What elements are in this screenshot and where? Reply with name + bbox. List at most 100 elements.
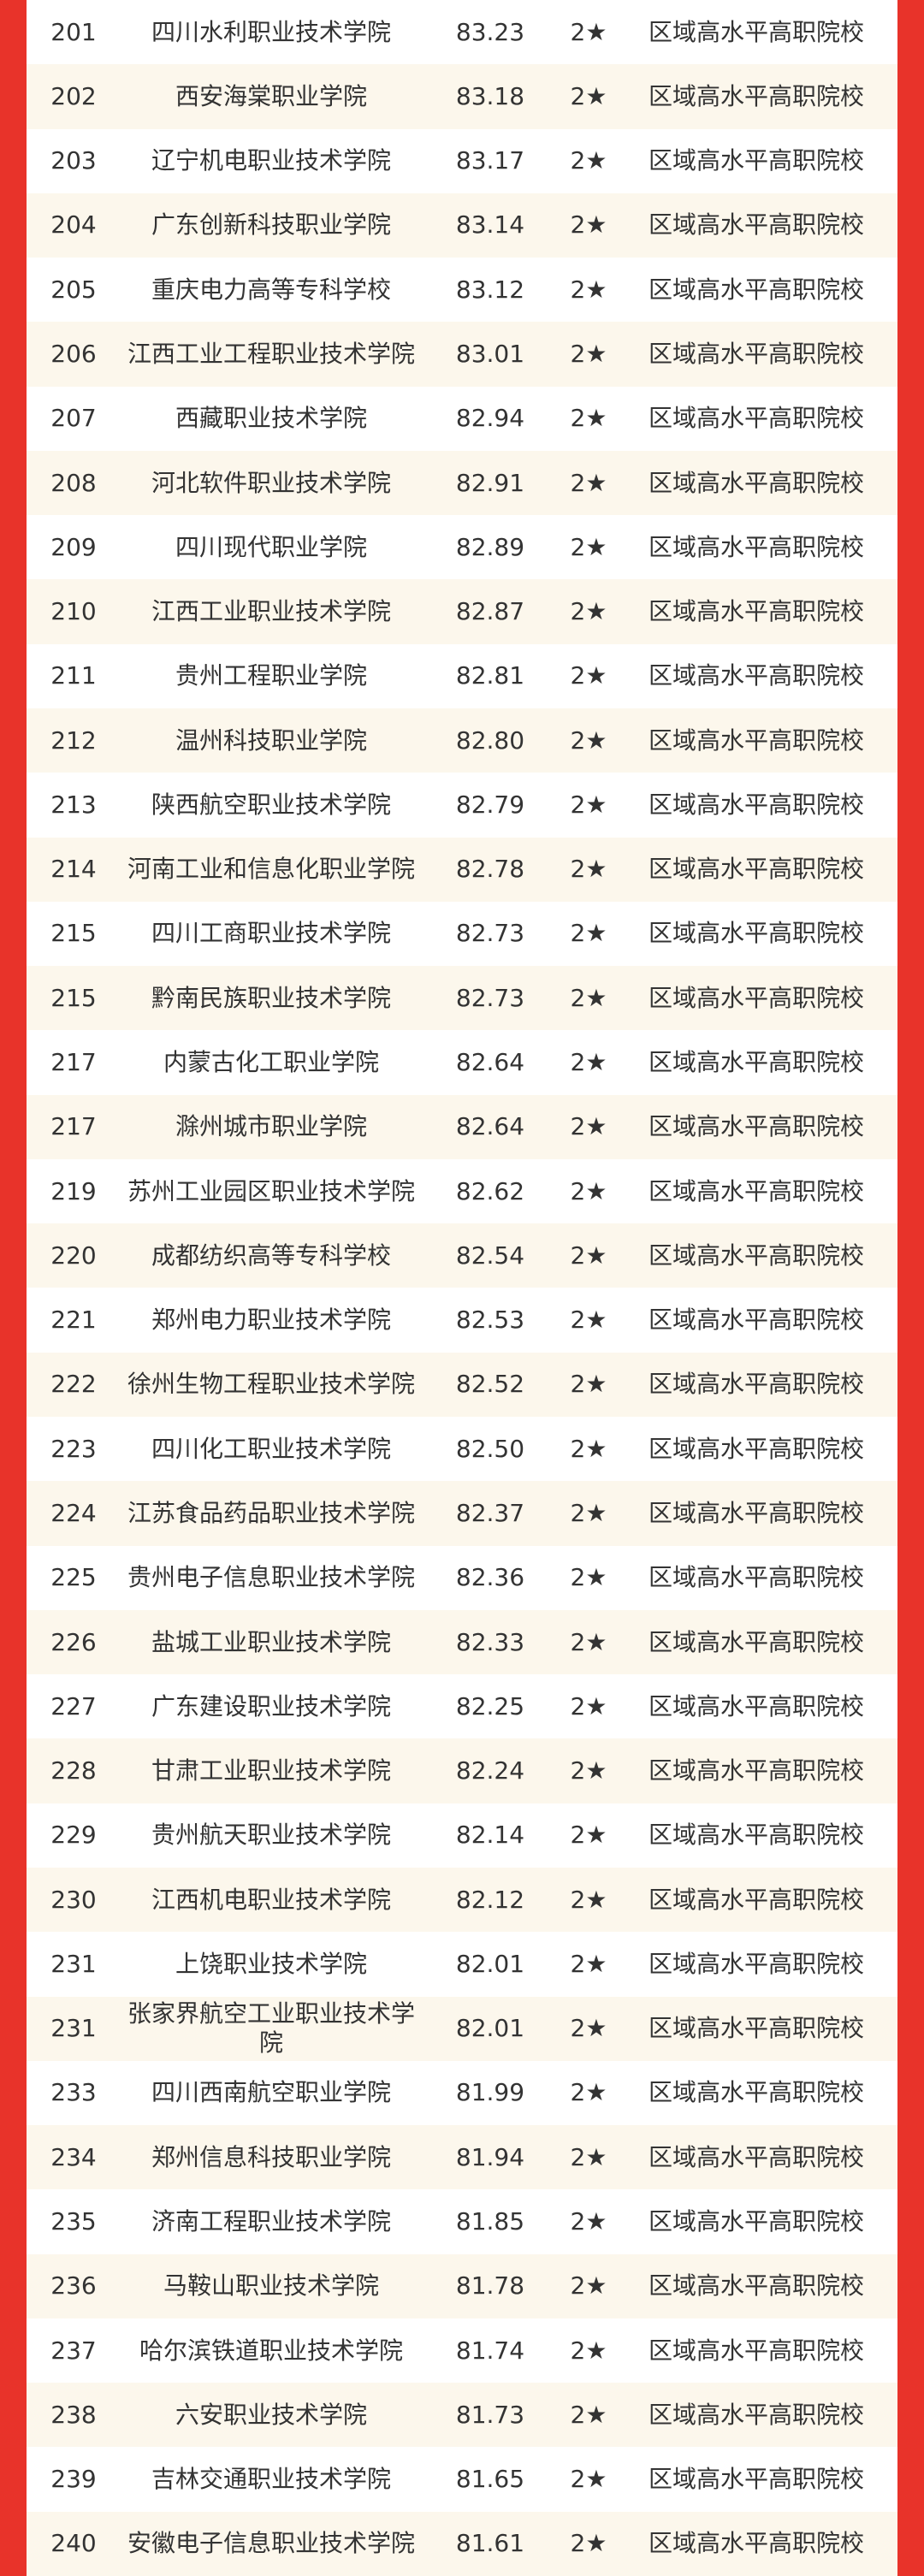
tier: 区域高水平高职院校 [648, 983, 864, 1012]
rank: 238 [50, 2400, 97, 2429]
school-name: 四川水利职业技术学院 [151, 17, 391, 46]
rank: 221 [50, 1306, 97, 1335]
rank: 217 [50, 1048, 97, 1077]
rank: 239 [50, 2465, 97, 2494]
rank: 212 [50, 725, 97, 755]
school-name: 辽宁机电职业技术学院 [151, 146, 391, 175]
rank: 233 [50, 2078, 97, 2107]
tier: 区域高水平高职院校 [648, 1434, 864, 1463]
tier: 区域高水平高职院校 [648, 2206, 864, 2235]
school-name: 盐城工业职业技术学院 [151, 1627, 391, 1656]
score: 81.94 [455, 2142, 525, 2171]
table-row: 231 张家界航空工业职业技术学院 82.01 2★ 区域高水平高职院校 [27, 1996, 897, 2061]
table-row: 227 广东建设职业技术学院 82.25 2★ 区域高水平高职院校 [27, 1674, 897, 1738]
rank: 231 [50, 2014, 97, 2043]
table-row: 213 陕西航空职业技术学院 82.79 2★ 区域高水平高职院校 [27, 773, 897, 837]
tier: 区域高水平高职院校 [648, 597, 864, 626]
tier: 区域高水平高职院校 [648, 468, 864, 497]
star-level: 2★ [570, 2465, 607, 2494]
star-level: 2★ [570, 1306, 607, 1335]
score: 82.62 [455, 1176, 525, 1205]
rank: 214 [50, 855, 97, 884]
rank: 217 [50, 1112, 97, 1141]
rank: 219 [50, 1176, 97, 1205]
table-row: 205 重庆电力高等专科学校 83.12 2★ 区域高水平高职院校 [27, 258, 897, 322]
tier: 区域高水平高职院校 [648, 1885, 864, 1914]
school-name: 内蒙古化工职业学院 [163, 1048, 379, 1077]
star-level: 2★ [570, 1627, 607, 1656]
school-name: 广东建设职业技术学院 [151, 1691, 391, 1720]
school-name: 安徽电子信息职业技术学院 [127, 2529, 415, 2558]
star-level: 2★ [570, 1756, 607, 1785]
tier: 区域高水平高职院校 [648, 661, 864, 690]
rank: 237 [50, 2336, 97, 2365]
star-level: 2★ [570, 2142, 607, 2171]
star-level: 2★ [570, 404, 607, 433]
table-row: 210 江西工业职业技术学院 82.87 2★ 区域高水平高职院校 [27, 579, 897, 644]
school-name: 吉林交通职业技术学院 [151, 2465, 391, 2494]
school-name: 西藏职业技术学院 [175, 404, 367, 433]
score: 82.50 [455, 1434, 525, 1463]
star-level: 2★ [570, 17, 607, 46]
rank: 228 [50, 1756, 97, 1785]
table-row: 211 贵州工程职业学院 82.81 2★ 区域高水平高职院校 [27, 644, 897, 708]
score: 82.91 [455, 468, 525, 497]
star-level: 2★ [570, 2206, 607, 2235]
score: 82.14 [455, 1821, 525, 1850]
school-name: 郑州电力职业技术学院 [151, 1306, 391, 1335]
tier: 区域高水平高职院校 [648, 1112, 864, 1141]
tier: 区域高水平高职院校 [648, 919, 864, 948]
school-name: 江西工业工程职业技术学院 [127, 340, 415, 368]
table-row: 237 哈尔滨铁道职业技术学院 81.74 2★ 区域高水平高职院校 [27, 2318, 897, 2383]
table-row: 224 江苏食品药品职业技术学院 82.37 2★ 区域高水平高职院校 [27, 1481, 897, 1546]
score: 82.36 [455, 1563, 525, 1592]
table-row: 229 贵州航天职业技术学院 82.14 2★ 区域高水平高职院校 [27, 1803, 897, 1868]
star-level: 2★ [570, 1048, 607, 1077]
tier: 区域高水平高职院校 [648, 2529, 864, 2558]
school-name: 江西工业职业技术学院 [151, 597, 391, 626]
star-level: 2★ [570, 1370, 607, 1399]
score: 82.37 [455, 1498, 525, 1527]
star-level: 2★ [570, 210, 607, 240]
rank: 229 [50, 1821, 97, 1850]
tier: 区域高水平高职院校 [648, 210, 864, 240]
score: 83.18 [455, 81, 525, 110]
school-name: 郑州信息科技职业学院 [151, 2142, 391, 2171]
table-row: 215 黔南民族职业技术学院 82.73 2★ 区域高水平高职院校 [27, 966, 897, 1031]
ranking-table: 201 四川水利职业技术学院 83.23 2★ 区域高水平高职院校 202 西安海棠职业学院… [27, 0, 897, 2576]
table-row: 240 安徽电子信息职业技术学院 81.61 2★ 区域高水平高职院校 [27, 2511, 897, 2576]
score: 81.74 [455, 2336, 525, 2365]
table-row: 217 内蒙古化工职业学院 82.64 2★ 区域高水平高职院校 [27, 1030, 897, 1094]
star-level: 2★ [570, 1691, 607, 1720]
table-row: 221 郑州电力职业技术学院 82.53 2★ 区域高水平高职院校 [27, 1288, 897, 1353]
table-row: 204 广东创新科技职业学院 83.14 2★ 区域高水平高职院校 [27, 192, 897, 258]
score: 82.81 [455, 661, 525, 690]
school-name: 重庆电力高等专科学校 [151, 275, 391, 304]
tier: 区域高水平高职院校 [648, 2400, 864, 2429]
school-name: 成都纺织高等专科学校 [151, 1241, 391, 1270]
rank: 202 [50, 81, 97, 110]
table-row: 222 徐州生物工程职业技术学院 82.52 2★ 区域高水平高职院校 [27, 1352, 897, 1418]
table-row: 215 四川工商职业技术学院 82.73 2★ 区域高水平高职院校 [27, 902, 897, 966]
table-row: 207 西藏职业技术学院 82.94 2★ 区域高水平高职院校 [27, 387, 897, 451]
star-level: 2★ [570, 1885, 607, 1914]
star-level: 2★ [570, 1112, 607, 1141]
table-row: 209 四川现代职业学院 82.89 2★ 区域高水平高职院校 [27, 515, 897, 579]
school-name: 温州科技职业学院 [175, 725, 367, 755]
score: 83.14 [455, 210, 525, 240]
school-name: 上饶职业技术学院 [175, 1949, 367, 1978]
star-level: 2★ [570, 2014, 607, 2043]
table-row: 208 河北软件职业技术学院 82.91 2★ 区域高水平高职院校 [27, 450, 897, 516]
rank: 222 [50, 1370, 97, 1399]
tier: 区域高水平高职院校 [648, 404, 864, 433]
rank: 206 [50, 340, 97, 368]
rank: 231 [50, 1949, 97, 1978]
rank: 240 [50, 2529, 97, 2558]
rank: 201 [50, 17, 97, 46]
score: 82.33 [455, 1627, 525, 1656]
score: 81.73 [455, 2400, 525, 2429]
score: 82.87 [455, 597, 525, 626]
star-level: 2★ [570, 2336, 607, 2365]
school-name: 贵州航天职业技术学院 [151, 1821, 391, 1850]
tier: 区域高水平高职院校 [648, 1241, 864, 1270]
